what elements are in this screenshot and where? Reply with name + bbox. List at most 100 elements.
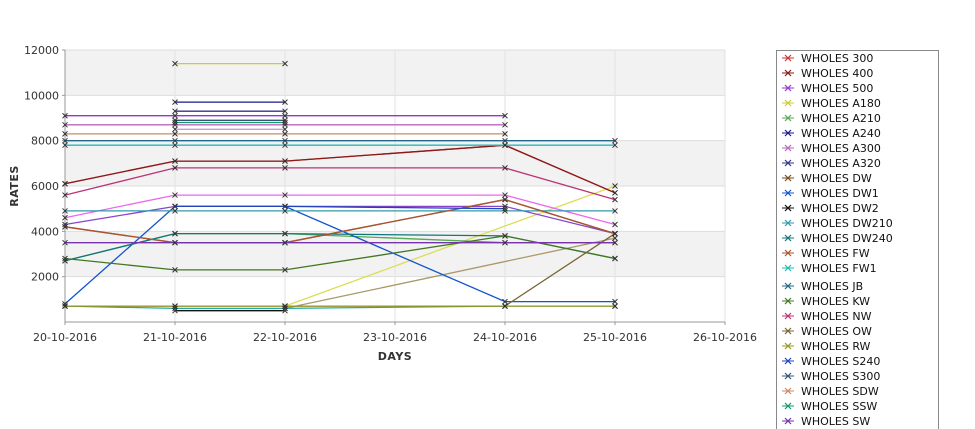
legend-marker — [784, 282, 792, 290]
data-point-wholes-dw210 — [172, 208, 178, 214]
x-axis: 20-10-2016 21-10-2016 22-10-2016 23-10-2016… — [33, 321, 757, 344]
legend-label: WHOLES A240 — [801, 127, 881, 140]
x-axis-title: DAYS — [378, 350, 412, 363]
legend-marker — [784, 327, 792, 335]
legend-item: WHOLES DW2 — [782, 202, 879, 215]
legend: WHOLES 300 WHOLES 400 WHOLES 500 WHOLES A18… — [776, 50, 939, 429]
data-point-wholes-kw — [502, 233, 508, 239]
legend-label: WHOLES DW2 — [801, 202, 879, 215]
data-point-extra-6 — [282, 126, 288, 133]
y-tick-label: 6000 — [31, 180, 59, 193]
data-point-wholes-dw240 — [172, 230, 178, 237]
legend-marker — [784, 249, 792, 257]
y-tick-label: 12000 — [24, 44, 59, 57]
data-point-wholes-dw210 — [282, 208, 288, 214]
data-point-wholes-sdw — [502, 131, 508, 137]
legend-item: WHOLES KW — [782, 295, 870, 308]
data-point-wholes-fw — [502, 196, 508, 203]
legend-item: WHOLES 300 — [782, 52, 873, 65]
data-point-extra-4 — [502, 203, 508, 210]
data-point-wholes-400 — [612, 189, 618, 196]
data-point-wholes-nw — [172, 165, 178, 171]
series-line-extra-2 — [284, 237, 616, 310]
legend-item: WHOLES JB — [782, 280, 863, 293]
data-point-wholes-a240 — [172, 99, 178, 105]
data-point-wholes-a300 — [282, 121, 288, 128]
data-point-wholes-a300 — [62, 121, 68, 128]
legend-item: WHOLES S300 — [782, 370, 880, 383]
data-point-wholes-a320 — [282, 108, 288, 115]
data-point-wholes-a320 — [172, 108, 178, 115]
data-point-wholes-a180 — [172, 60, 178, 67]
data-point-wholes-500 — [282, 112, 288, 119]
legend-item: WHOLES OW — [782, 325, 872, 338]
legend-marker — [784, 144, 792, 152]
data-point-wholes-a240 — [282, 99, 288, 105]
data-point-extra-3 — [612, 221, 618, 228]
data-point-extra-3 — [62, 214, 68, 221]
data-point-wholes-ow — [612, 230, 618, 237]
legend-label: WHOLES S240 — [801, 355, 880, 368]
data-point-wholes-sw — [62, 239, 68, 246]
data-point-wholes-dw210 — [612, 208, 618, 214]
data-point-wholes-500 — [502, 112, 508, 119]
legend-marker — [784, 54, 792, 62]
legend-label: WHOLES OW — [801, 325, 872, 338]
x-tick-label: 26-10-2016 — [693, 331, 757, 344]
data-point-wholes-jb — [502, 137, 508, 144]
data-point-extra-5 — [172, 305, 178, 312]
legend-label: WHOLES S300 — [801, 370, 880, 383]
legend-item: WHOLES DW210 — [782, 217, 893, 230]
legend-label: WHOLES SW — [801, 415, 870, 428]
data-point-extra-3 — [172, 192, 178, 198]
data-point-wholes-500 — [62, 112, 68, 119]
legend-label: WHOLES NW — [801, 310, 872, 323]
data-point-wholes-s300 — [172, 117, 178, 124]
data-point-wholes-a300 — [502, 121, 508, 128]
data-point-wholes-s240 — [502, 205, 508, 212]
data-point-wholes-ssw — [172, 119, 178, 126]
legend-item: WHOLES SSW — [782, 400, 877, 413]
data-point-wholes-nw — [502, 165, 508, 171]
data-point-wholes-ssw — [282, 119, 288, 126]
data-point-wholes-nw — [612, 196, 618, 203]
data-point-wholes-rw — [282, 303, 288, 309]
data-point-wholes-fw1 — [502, 142, 508, 149]
legend-marker — [784, 84, 792, 92]
legend-marker — [784, 264, 792, 272]
y-tick-label: 4000 — [31, 225, 59, 238]
data-point-wholes-dw2 — [282, 307, 288, 314]
legend-item: WHOLES 400 — [782, 67, 873, 80]
legend-item: WHOLES DW1 — [782, 187, 879, 200]
y-tick-label: 10000 — [24, 89, 59, 102]
legend-marker — [784, 114, 792, 122]
data-point-wholes-s240 — [172, 203, 178, 210]
legend-marker — [784, 402, 792, 410]
data-point-wholes-sw — [502, 239, 508, 246]
legend-item: WHOLES A210 — [782, 112, 881, 125]
legend-box — [776, 50, 939, 429]
x-tick-label: 23-10-2016 — [363, 331, 427, 344]
data-point-wholes-s240 — [282, 203, 288, 210]
legend-label: WHOLES 400 — [801, 67, 873, 80]
legend-item: WHOLES A240 — [782, 127, 881, 140]
legend-marker — [784, 174, 792, 182]
y-tick-label: 8000 — [31, 135, 59, 148]
data-point-wholes-fw1 — [612, 142, 618, 149]
legend-item: WHOLES SDW — [782, 385, 879, 398]
data-point-wholes-jb — [62, 137, 68, 144]
data-point-wholes-sw — [612, 239, 618, 246]
y-tick-label: 2000 — [31, 271, 59, 284]
data-point-wholes-fw1 — [282, 142, 288, 149]
legend-item: WHOLES FW1 — [782, 262, 877, 275]
data-point-wholes-sw — [282, 239, 288, 246]
legend-label: WHOLES FW1 — [801, 262, 877, 275]
legend-marker — [784, 312, 792, 320]
data-point-wholes-jb — [612, 137, 618, 144]
data-point-wholes-fw1 — [62, 142, 68, 149]
data-point-wholes-sdw — [172, 131, 178, 137]
data-point-wholes-a180 — [282, 60, 288, 67]
data-point-wholes-jb — [172, 137, 178, 144]
data-point-extra-1 — [612, 183, 618, 189]
legend-label: WHOLES A300 — [801, 142, 881, 155]
